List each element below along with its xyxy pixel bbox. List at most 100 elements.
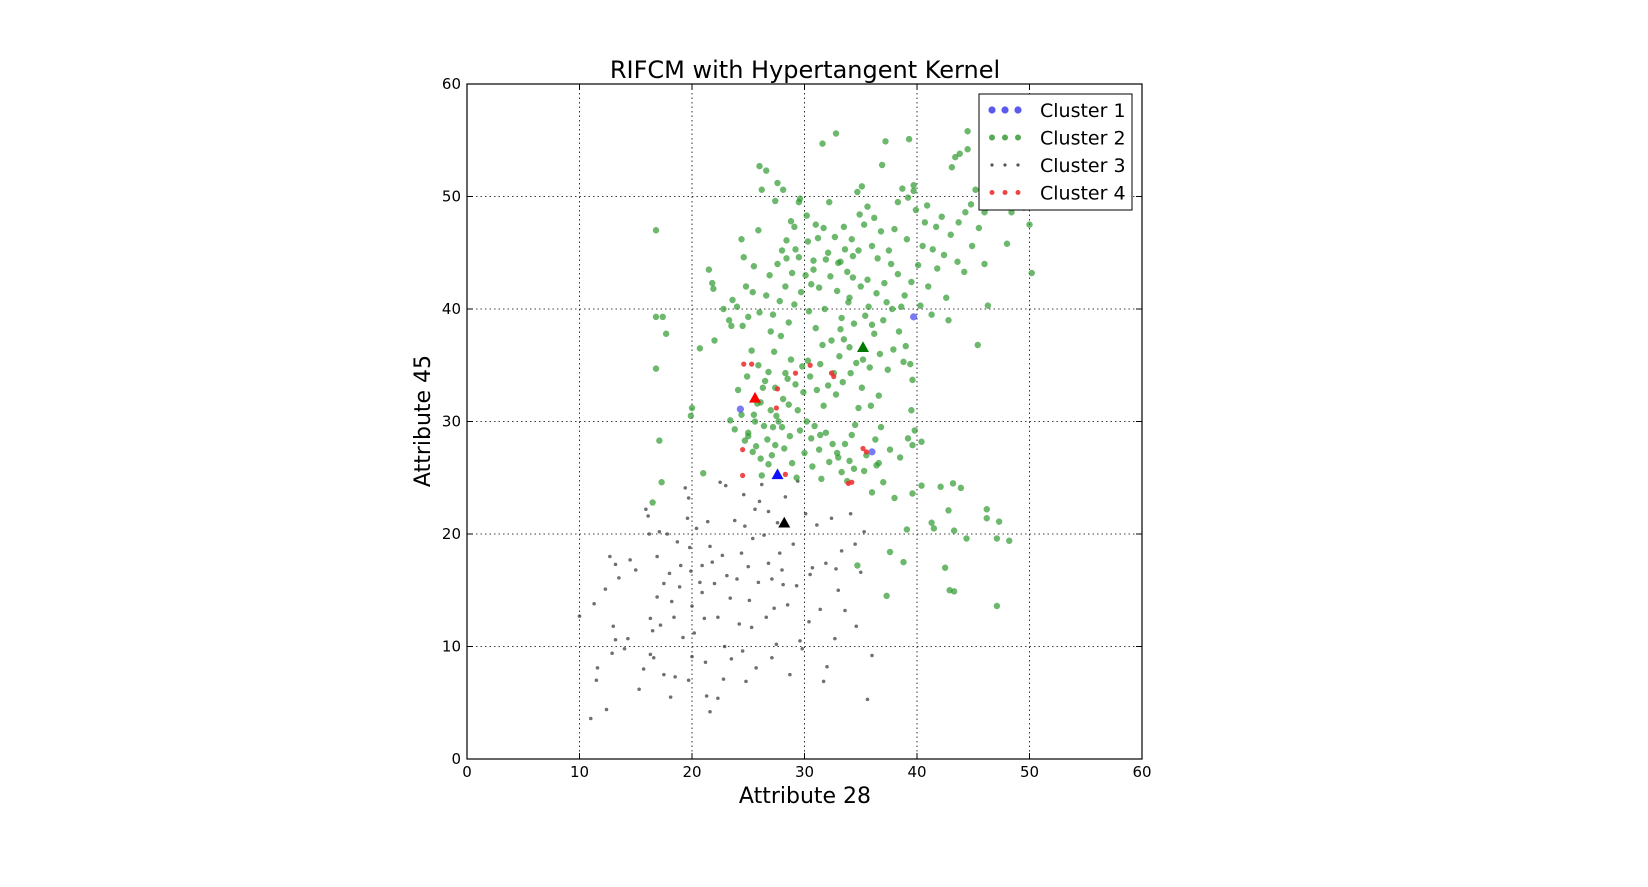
data-point [821,679,826,684]
data-point [687,545,692,550]
data-point [734,386,742,394]
data-point [751,418,759,425]
data-point [782,369,789,377]
chart-title: RIFCM with Hypertangent Kernel [610,56,1000,84]
data-point [903,236,911,243]
data-point [905,135,913,143]
data-point [833,636,837,641]
data-point [655,595,659,599]
data-point [725,317,733,324]
data-point [777,551,782,555]
data-point [846,344,853,351]
data-point [854,562,861,569]
data-point [962,209,969,216]
data-point [910,187,917,195]
data-point [728,322,735,330]
data-point [833,449,841,457]
x-tick-label: 10 [570,763,589,781]
data-point [881,279,888,287]
data-point [810,266,817,273]
data-point [766,272,773,279]
data-point [864,276,871,283]
data-point [1028,269,1035,277]
data-point [745,313,752,321]
data-point [595,666,600,670]
data-point [709,279,716,287]
data-point [993,602,1001,610]
data-point [854,188,861,196]
data-point [779,395,787,403]
data-point [787,356,795,363]
data-point [882,138,889,145]
data-point [919,242,926,250]
data-point [803,511,808,516]
data-point [702,616,707,621]
data-point [909,490,916,497]
data-point [880,317,887,324]
x-tick-label: 60 [1132,763,1151,781]
data-point [737,622,742,626]
data-point [711,337,718,344]
data-point [848,236,855,243]
data-point [862,312,869,319]
data-point [875,392,882,399]
data-point [795,254,803,261]
data-point [700,470,707,477]
data-point [755,362,762,369]
data-point [783,237,790,244]
data-point [788,672,792,677]
data-point [758,472,765,479]
data-point [755,227,762,234]
legend-marker [1014,106,1022,114]
data-point [883,299,890,306]
x-axis-ticks: 0 10 20 30 40 50 60 [462,84,1152,781]
data-point [801,449,808,457]
data-point [868,242,876,250]
legend-marker [990,163,994,167]
data-point [917,302,924,309]
data-point [909,441,916,449]
y-tick-label: 20 [442,525,461,543]
data-point [950,588,958,595]
data-point [783,255,790,262]
data-point [727,417,734,424]
data-point [839,549,844,553]
data-point [720,553,725,558]
data-point [785,401,792,408]
data-point [846,457,853,465]
data-point [828,337,835,344]
data-point [690,604,694,608]
data-point [820,224,827,232]
data-point [740,472,746,479]
series-cluster-3 [577,479,874,721]
legend: Cluster 1 Cluster 2 Cluster 3 Cluster 4 [978,93,1133,211]
series-cluster-1 [736,313,918,456]
data-point [652,227,660,234]
data-point [952,153,959,161]
data-point [860,445,866,452]
data-point [710,560,715,564]
data-point [775,418,782,425]
data-point [884,366,891,373]
data-point [804,238,812,245]
data-point [832,130,840,137]
data-point [866,364,873,371]
data-point [772,197,779,205]
legend-marker [988,106,996,114]
legend-marker [1016,163,1020,167]
data-point [810,565,815,570]
data-point [777,332,785,340]
data-point [863,449,869,455]
data-point [688,404,696,412]
data-point [588,716,593,721]
data-point [774,642,779,647]
data-point [628,558,632,562]
data-point [910,313,918,321]
data-point [918,438,925,445]
data-point [732,518,737,523]
data-point [1006,537,1013,544]
data-point [849,274,857,281]
data-point [792,246,799,253]
data-point [733,303,741,310]
